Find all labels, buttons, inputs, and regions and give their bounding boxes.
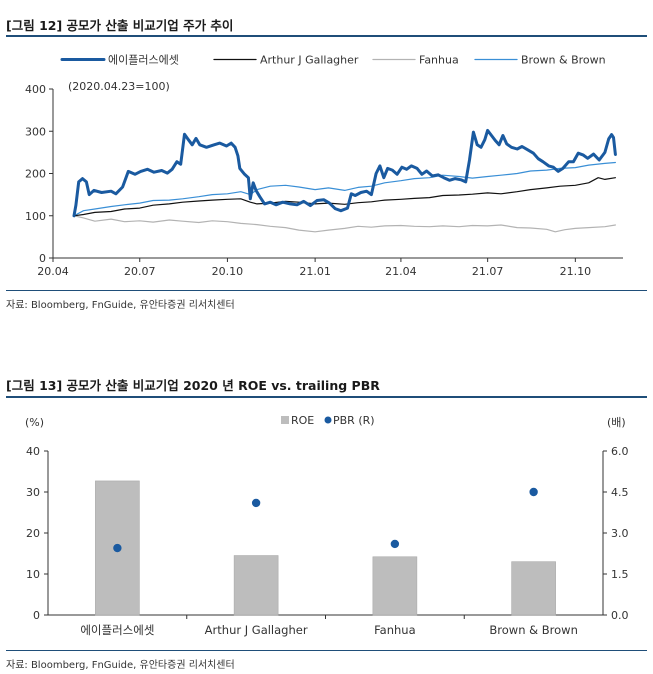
figure-12-source: 자료: Bloomberg, FnGuide, 유안타증권 리서치센터 <box>6 300 235 311</box>
point-pbr-에이플러스에셋 <box>113 543 122 553</box>
legend-label-에이플러스에셋: 에이플러스에셋 <box>108 54 179 67</box>
figure-13-source: 자료: Bloomberg, FnGuide, 유안타증권 리서치센터 <box>6 660 235 671</box>
series-line-에이플러스에셋 <box>72 128 617 218</box>
legend-label-arthur-j-gallagher: Arthur J Gallagher <box>260 54 359 67</box>
x-tick-label-0: 20.04 <box>37 265 69 278</box>
x-tick-label-에이플러스에셋: 에이플러스에셋 <box>80 623 154 637</box>
y-axis-label-left: (%) <box>25 416 44 429</box>
chart-legend: 에이플러스에셋 Arthur J Gallagher Fanhua Brown & B… <box>60 54 606 67</box>
legend-label-brown-brown: Brown & Brown <box>521 54 606 67</box>
chart-annotation: (2020.04.23=100) <box>68 80 170 93</box>
point-pbr-arthur-j-gallagher <box>251 498 261 508</box>
legend-label-pbr: PBR (R) <box>333 414 375 427</box>
series-line-fanhua <box>73 215 616 233</box>
series-line-arthur-j-gallagher <box>73 177 616 217</box>
series-line-brown-brown <box>73 161 616 217</box>
figure-12-bottom-rule <box>6 290 647 291</box>
legend-swatch-roe <box>281 416 289 424</box>
figure-12-title: [그림 12] 공모가 산출 비교기업 주가 추이 <box>6 18 234 33</box>
point-pbr-fanhua <box>390 539 400 549</box>
y-tick-label-right-3.0: 3.0 <box>611 527 629 540</box>
x-tick-label-brown-brown: Brown & Brown <box>489 623 577 637</box>
y-tick-label-left-0: 0 <box>33 609 40 622</box>
x-tick-label-2: 20.10 <box>212 265 244 278</box>
y-tick-label-100: 100 <box>25 210 46 223</box>
x-tick-label-arthur-j-gallagher: Arthur J Gallagher <box>205 623 308 637</box>
y-tick-label-300: 300 <box>25 125 46 138</box>
y-tick-label-0: 0 <box>39 252 46 265</box>
bar-roe-fanhua <box>372 556 418 616</box>
x-tick-label-fanhua: Fanhua <box>374 623 416 637</box>
y-tick-label-right-1.5: 1.5 <box>611 568 629 581</box>
y-tick-label-left-20: 20 <box>26 527 40 540</box>
point-pbr-brown-brown <box>529 487 538 497</box>
x-tick-label-1: 20.07 <box>124 265 156 278</box>
y-tick-label-right-4.5: 4.5 <box>611 486 629 499</box>
figure-13-bottom-rule <box>6 650 647 651</box>
y-tick-label-400: 400 <box>25 83 46 96</box>
y-tick-label-right-0.0: 0.0 <box>611 609 629 622</box>
x-tick-label-3: 21.01 <box>299 265 331 278</box>
legend-label-fanhua: Fanhua <box>419 54 459 67</box>
x-tick-label-6: 21.10 <box>560 265 592 278</box>
y-tick-label-left-10: 10 <box>26 568 40 581</box>
y-tick-label-right-6.0: 6.0 <box>611 445 629 458</box>
chart-legend: ROE PBR (R) <box>281 414 375 427</box>
y-tick-label-left-40: 40 <box>26 445 40 458</box>
bar-roe-brown-brown <box>511 561 556 616</box>
x-tick-label-5: 21.07 <box>472 265 504 278</box>
y-tick-label-200: 200 <box>25 168 46 181</box>
legend-swatch-pbr <box>324 416 332 424</box>
line-chart: 에이플러스에셋 Arthur J Gallagher Fanhua Brown & B… <box>25 54 623 278</box>
x-tick-label-4: 21.04 <box>385 265 417 278</box>
figure-13-title: [그림 13] 공모가 산출 비교기업 2020 년 ROE vs. trail… <box>6 378 380 393</box>
y-tick-label-left-30: 30 <box>26 486 40 499</box>
bar-roe-arthur-j-gallagher <box>233 555 279 616</box>
y-axis-label-right: (배) <box>607 416 626 429</box>
legend-label-roe: ROE <box>291 414 314 427</box>
figure-13-top-rule <box>6 396 647 398</box>
figure-12-top-rule <box>6 35 647 37</box>
